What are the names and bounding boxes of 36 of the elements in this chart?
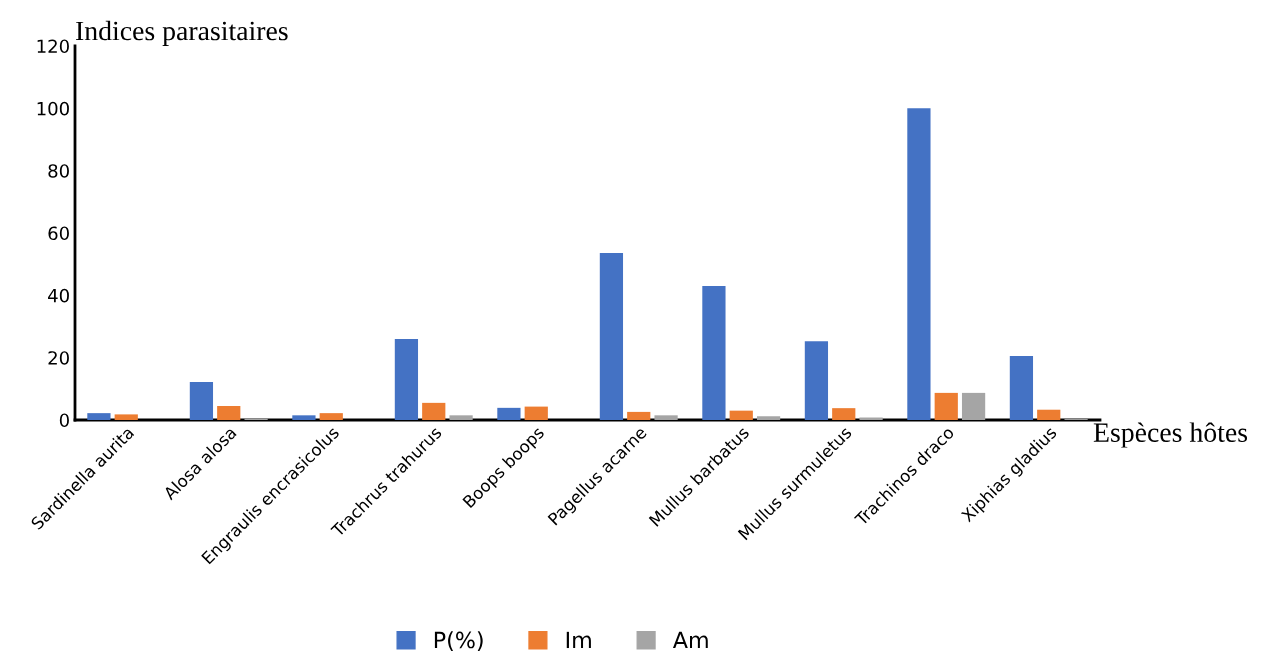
- bar: [804, 341, 829, 420]
- bar: [1009, 356, 1034, 420]
- legend-label: P(%): [434, 631, 483, 651]
- bar: [497, 407, 521, 420]
- y-tick-label: 60: [48, 226, 69, 241]
- y-tick-label: 100: [37, 101, 69, 116]
- bar: [292, 415, 316, 420]
- bar: [599, 252, 624, 420]
- bar: [114, 414, 138, 420]
- y-tick-label: 80: [48, 164, 69, 178]
- bar: [907, 108, 931, 420]
- bar: [729, 410, 753, 420]
- y-tick-label: 20: [48, 351, 69, 365]
- legend-label: Am: [672, 631, 708, 649]
- bar: [449, 415, 473, 420]
- x-axis-title: Espèces hôtes: [1093, 422, 1248, 448]
- y-tick-label: 120: [37, 39, 69, 54]
- bar: [832, 408, 856, 420]
- bar: [654, 415, 678, 420]
- bar: [394, 338, 419, 420]
- bar: [627, 411, 651, 420]
- bar: [1037, 409, 1061, 420]
- bar: [702, 285, 726, 420]
- bar: [756, 416, 781, 420]
- y-tick-label: 40: [48, 288, 69, 303]
- y-tick-label: 0: [59, 413, 69, 428]
- bar: [87, 413, 111, 420]
- bar: [189, 381, 214, 420]
- bar: [422, 402, 446, 420]
- y-axis-title: Indices parasitaires: [76, 20, 288, 46]
- legend-label: Im: [566, 631, 591, 649]
- bar: [961, 392, 986, 420]
- bar: [524, 406, 548, 420]
- bar: [217, 405, 241, 420]
- bar: [319, 413, 343, 420]
- bar: [934, 392, 958, 420]
